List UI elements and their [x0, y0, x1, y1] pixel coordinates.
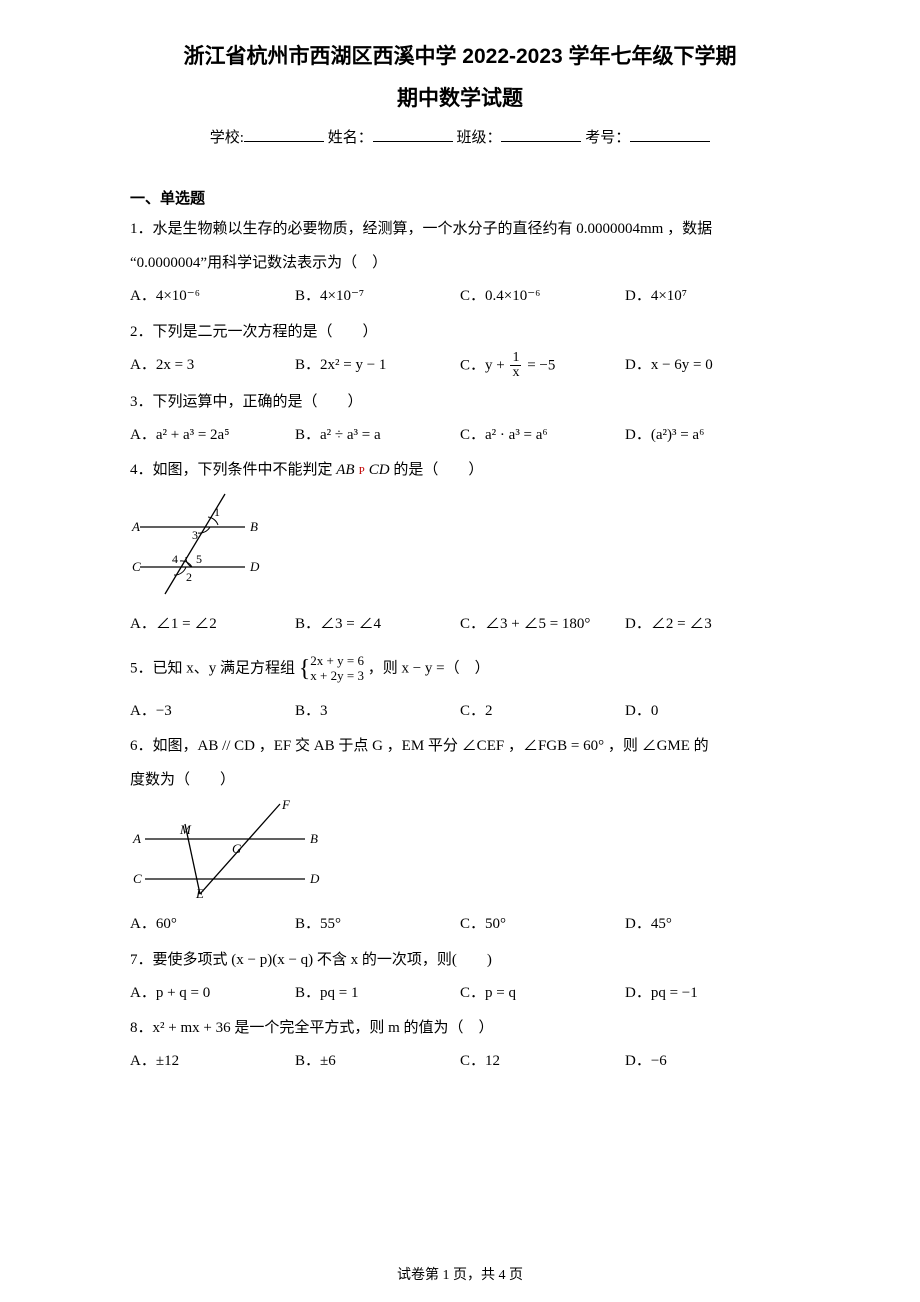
school-label: 学校: — [210, 130, 244, 146]
q1-optB: B．4×10⁻⁷ — [295, 282, 460, 311]
q8-optC: C．12 — [460, 1047, 625, 1076]
school-blank — [244, 127, 324, 142]
q4-optA: A．∠1 = ∠2 — [130, 610, 295, 639]
fig4-C: C — [132, 559, 141, 574]
q2-optC-post: = −5 — [523, 357, 555, 373]
q4-text: 4．如图，下列条件中不能判定 ABPCD 的是（ ） — [130, 455, 790, 485]
q1-line1: 1．水是生物赖以生存的必要物质，经测算，一个水分子的直径约有 0.0000004… — [130, 214, 790, 244]
fig4-2: 2 — [186, 570, 192, 584]
q1-optD: D．4×10⁷ — [625, 282, 790, 311]
q7-options: A．p + q = 0 B．pq = 1 C．p = q D．pq = −1 — [130, 979, 790, 1008]
q1-optA: A．4×10⁻⁶ — [130, 282, 295, 311]
q1-optC: C．0.4×10⁻⁶ — [460, 282, 625, 311]
class-label: 班级： — [456, 130, 501, 146]
q4-optB: B．∠3 = ∠4 — [295, 610, 460, 639]
fig4-A: A — [131, 519, 140, 534]
page: 浙江省杭州市西湖区西溪中学 2022-2023 学年七年级下学期 期中数学试题 … — [0, 0, 920, 1302]
q2-text: 2．下列是二元一次方程的是（ ） — [130, 317, 790, 347]
q5-pre: 5．已知 x、y 满足方程组 — [130, 660, 295, 676]
q7-optA: A．p + q = 0 — [130, 979, 295, 1008]
q5-optD: D．0 — [625, 697, 790, 726]
q8-optB: B．±6 — [295, 1047, 460, 1076]
q2-options: A．2x = 3 B．2x² = y − 1 C．y + 1x = −5 D．x… — [130, 351, 790, 381]
parallel-mark: P — [359, 465, 365, 477]
q5-eq1: 2x + y = 6 — [310, 654, 364, 669]
q7-optD: D．pq = −1 — [625, 979, 790, 1008]
q2-optB: B．2x² = y − 1 — [295, 351, 460, 381]
fig4-5: 5 — [196, 552, 202, 566]
fig6-D: D — [309, 871, 320, 886]
q8-optA: A．±12 — [130, 1047, 295, 1076]
title-main: 浙江省杭州市西湖区西溪中学 2022-2023 学年七年级下学期 — [130, 40, 790, 70]
fig6-E: E — [195, 886, 204, 899]
q5-optB: B．3 — [295, 697, 460, 726]
fig6-C: C — [133, 871, 142, 886]
q2-optA: A．2x = 3 — [130, 351, 295, 381]
q2-optC-frac: 1x — [510, 351, 521, 381]
q4-figure: A B C D 1 3 4 5 2 — [130, 489, 790, 604]
q5-optC: C．2 — [460, 697, 625, 726]
q4-svg: A B C D 1 3 4 5 2 — [130, 489, 280, 599]
q5-options: A．−3 B．3 C．2 D．0 — [130, 697, 790, 726]
name-label: 姓名： — [328, 130, 373, 146]
q1-options: A．4×10⁻⁶ B．4×10⁻⁷ C．0.4×10⁻⁶ D．4×10⁷ — [130, 282, 790, 311]
q8-optD: D．−6 — [625, 1047, 790, 1076]
q5-optA: A．−3 — [130, 697, 295, 726]
class-blank — [501, 127, 581, 142]
q2-optC-pre: C．y + — [460, 357, 508, 373]
fig6-A: A — [132, 831, 141, 846]
q6-line1: 6．如图，AB // CD ，EF 交 AB 于点 G ，EM 平分 ∠CEF … — [130, 731, 790, 761]
q3-text: 3．下列运算中，正确的是（ ） — [130, 387, 790, 417]
fig4-3: 3 — [192, 528, 198, 542]
q6-optC: C．50° — [460, 910, 625, 939]
q8-options: A．±12 B．±6 C．12 D．−6 — [130, 1047, 790, 1076]
q2-optD: D．x − 6y = 0 — [625, 351, 790, 381]
q7-optB: B．pq = 1 — [295, 979, 460, 1008]
fig6-M: M — [179, 822, 192, 837]
q6-optD: D．45° — [625, 910, 790, 939]
q4-optD: D．∠2 = ∠3 — [625, 610, 790, 639]
q4-optC: C．∠3 + ∠5 = 180° — [460, 610, 625, 639]
fig6-G: G — [232, 841, 242, 856]
section-1-head: 一、单选题 — [130, 187, 790, 208]
fig4-B: B — [250, 519, 258, 534]
q7-text: 7．要使多项式 (x − p)(x − q) 不含 x 的一次项，则( ) — [130, 945, 790, 975]
fig4-1: 1 — [214, 505, 220, 519]
q6-svg: A B C D F E M G — [130, 799, 325, 899]
q3-optA: A．a² + a³ = 2a⁵ — [130, 421, 295, 450]
q1-line2: “0.0000004”用科学记数法表示为（ ） — [130, 248, 790, 278]
q4-options: A．∠1 = ∠2 B．∠3 = ∠4 C．∠3 + ∠5 = 180° D．∠… — [130, 610, 790, 639]
q6-options: A．60° B．55° C．50° D．45° — [130, 910, 790, 939]
q3-optB: B．a² ÷ a³ = a — [295, 421, 460, 450]
q3-optD: D．(a²)³ = a⁶ — [625, 421, 790, 450]
q6-line2: 度数为（ ） — [130, 765, 790, 795]
fig4-D: D — [249, 559, 260, 574]
q8-text: 8．x² + mx + 36 是一个完全平方式，则 m 的值为（ ） — [130, 1013, 790, 1043]
info-line: 学校: 姓名： 班级： 考号： — [130, 126, 790, 147]
fig4-4: 4 — [172, 552, 178, 566]
name-blank — [373, 127, 453, 142]
q3-options: A．a² + a³ = 2a⁵ B．a² ÷ a³ = a C．a² · a³ … — [130, 421, 790, 450]
q6-optB: B．55° — [295, 910, 460, 939]
q6-optA: A．60° — [130, 910, 295, 939]
q6-figure: A B C D F E M G — [130, 799, 790, 904]
examno-label: 考号： — [585, 130, 630, 146]
q5-post: ，则 x − y =（ ） — [368, 660, 490, 676]
q2-optC: C．y + 1x = −5 — [460, 351, 625, 381]
page-footer: 试卷第 1 页，共 4 页 — [0, 1264, 920, 1284]
q5-eq2: x + 2y = 3 — [310, 669, 364, 684]
fig6-F: F — [281, 799, 291, 812]
q7-optC: C．p = q — [460, 979, 625, 1008]
fig6-B: B — [310, 831, 318, 846]
title-sub: 期中数学试题 — [130, 82, 790, 112]
q5-text: 5．已知 x、y 满足方程组 { 2x + y = 6 x + 2y = 3 ，… — [130, 645, 790, 693]
examno-blank — [630, 127, 710, 142]
q3-optC: C．a² · a³ = a⁶ — [460, 421, 625, 450]
